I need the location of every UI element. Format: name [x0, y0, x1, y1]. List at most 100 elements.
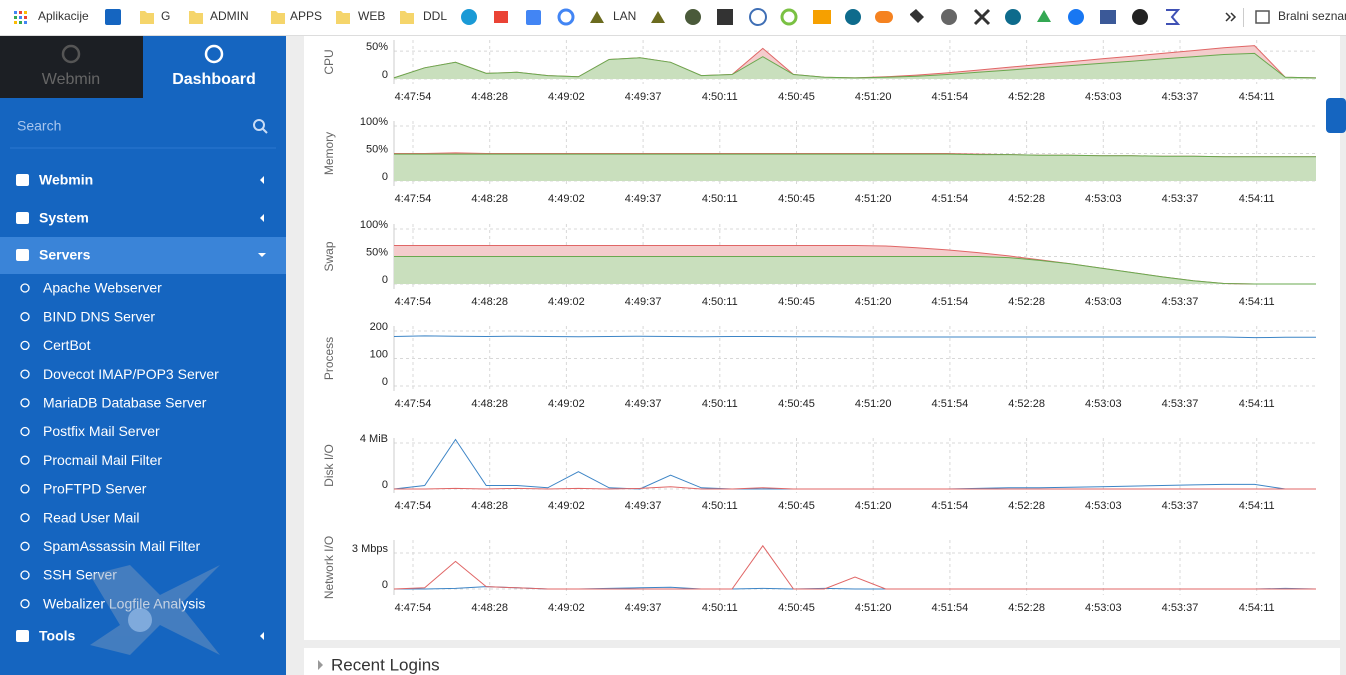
bookmark-icon[interactable] [845, 9, 861, 25]
tab-label[interactable]: Dashboard [172, 71, 256, 88]
tab-icon [204, 44, 224, 64]
side-tab[interactable] [1326, 98, 1346, 133]
bookmark-icon[interactable] [1068, 9, 1084, 25]
bookmark-icon[interactable] [749, 8, 767, 26]
bookmark-icon[interactable] [526, 10, 541, 25]
submenu-item[interactable]: ProFTPD Server [43, 481, 147, 497]
submenu-item[interactable]: Read User Mail [43, 509, 139, 525]
bookmark[interactable]: APPS [290, 9, 322, 23]
x-tick-label: 4:54:11 [1239, 500, 1275, 512]
area-fill [394, 256, 1316, 285]
submenu-item[interactable]: CertBot [43, 337, 91, 353]
search-icon[interactable] [253, 119, 265, 131]
bookmark-icon[interactable] [875, 11, 893, 23]
menu-icon [16, 630, 29, 642]
y-tick-label: 0 [382, 579, 388, 591]
submenu-bullet [20, 541, 30, 551]
x-tick-label: 4:53:37 [1162, 91, 1199, 103]
bookmark[interactable]: Bralni seznam [1278, 9, 1346, 23]
x-tick-label: 4:48:28 [471, 91, 508, 103]
x-tick-label: 4:52:28 [1008, 500, 1045, 512]
folder-icon[interactable] [189, 11, 203, 24]
submenu-bullet [20, 398, 30, 408]
x-tick-label: 4:51:20 [855, 91, 892, 103]
menu-item[interactable]: Tools [39, 628, 76, 644]
apps-icon[interactable] [14, 11, 27, 24]
submenu-item[interactable]: SpamAssassin Mail Filter [43, 538, 200, 554]
menu-icon [16, 212, 29, 224]
submenu-bullet [20, 340, 30, 351]
bookmark-icon[interactable] [1166, 9, 1181, 25]
y-tick-label: 0 [382, 479, 388, 491]
y-tick-label: 0 [382, 171, 388, 183]
bookmark-icon[interactable] [494, 11, 508, 23]
x-tick-label: 4:49:02 [548, 500, 585, 512]
y-tick-label: 50% [366, 41, 388, 53]
bookmark-icon[interactable] [590, 11, 604, 23]
area-fill [394, 154, 1316, 182]
bookmark-icon[interactable] [1132, 9, 1148, 25]
submenu-item[interactable]: Dovecot IMAP/POP3 Server [43, 366, 219, 382]
y-tick-label: 3 Mbps [352, 543, 389, 555]
bookmark-icon[interactable] [910, 9, 924, 23]
folder-icon[interactable] [336, 11, 350, 24]
y-tick-label: 50% [366, 246, 388, 258]
bookmark-icon[interactable] [973, 8, 991, 26]
tab-icon [61, 44, 81, 64]
x-tick-label: 4:51:54 [932, 296, 969, 308]
bookmark-icon[interactable] [813, 10, 831, 24]
panel-title[interactable]: Recent Logins [331, 655, 440, 674]
more-bookmarks[interactable] [1225, 12, 1237, 22]
y-tick-label: 4 MiB [360, 433, 388, 445]
bookmark-icon[interactable] [557, 8, 575, 26]
x-tick-label: 4:50:45 [778, 91, 815, 103]
bookmark-icon[interactable] [1037, 10, 1051, 22]
submenu-item[interactable]: Webalizer Logfile Analysis [43, 595, 205, 611]
x-tick-label: 4:49:02 [548, 602, 585, 614]
x-tick-label: 4:47:54 [395, 91, 432, 103]
submenu-item[interactable]: Postfix Mail Server [43, 423, 160, 439]
reading-list-icon[interactable] [1255, 10, 1270, 24]
bookmark[interactable]: Aplikacije [38, 9, 89, 23]
bookmark[interactable]: WEB [358, 9, 385, 23]
folder-icon[interactable] [271, 11, 285, 24]
bookmark[interactable]: G [161, 9, 170, 23]
menu-item[interactable]: Servers [39, 247, 91, 263]
y-tick-label: 0 [382, 376, 388, 388]
menu-item[interactable]: System [39, 210, 89, 226]
bookmark-icon[interactable] [105, 9, 121, 25]
bookmark[interactable]: LAN [613, 9, 636, 23]
x-tick-label: 4:48:28 [471, 602, 508, 614]
bookmark-icon[interactable] [1005, 9, 1021, 25]
x-tick-label: 4:50:45 [778, 398, 815, 410]
folder-icon[interactable] [140, 11, 154, 24]
tab-label[interactable]: Webmin [42, 71, 100, 88]
x-tick-label: 4:52:28 [1008, 296, 1045, 308]
bookmark[interactable]: ADMIN [210, 9, 249, 23]
bookmark-icon[interactable] [461, 9, 477, 25]
bookmark-icon[interactable] [651, 11, 665, 23]
bookmark-icon[interactable] [685, 9, 701, 25]
y-axis-title: Swap [322, 241, 336, 271]
y-axis-title: Disk I/O [322, 444, 336, 487]
x-tick-label: 4:49:37 [625, 193, 662, 205]
bookmark-icon[interactable] [941, 9, 957, 25]
panel [304, 36, 1340, 640]
submenu-item[interactable]: BIND DNS Server [43, 308, 155, 324]
bookmark[interactable]: DDL [423, 9, 447, 23]
bookmark-icon[interactable] [717, 9, 733, 25]
submenu-item[interactable]: MariaDB Database Server [43, 395, 207, 411]
charts: CPU 4:47:54 4:48:28 4:49:02 4:49:37 4:50:11 4:… [322, 40, 1317, 614]
x-tick-label: 4:48:28 [471, 398, 508, 410]
bookmark-icon[interactable] [1100, 10, 1116, 24]
collapse-arrow [318, 660, 323, 670]
bookmark-icon[interactable] [780, 8, 798, 26]
logins-panel[interactable] [304, 648, 1340, 675]
submenu-item[interactable]: SSH Server [43, 567, 117, 583]
x-tick-label: 4:53:37 [1162, 500, 1199, 512]
submenu-item[interactable]: Procmail Mail Filter [43, 452, 162, 468]
menu-item[interactable]: Webmin [39, 172, 93, 188]
folder-icon[interactable] [400, 11, 414, 24]
submenu-item[interactable]: Apache Webserver [43, 280, 162, 296]
search-input[interactable]: Search [17, 118, 61, 134]
